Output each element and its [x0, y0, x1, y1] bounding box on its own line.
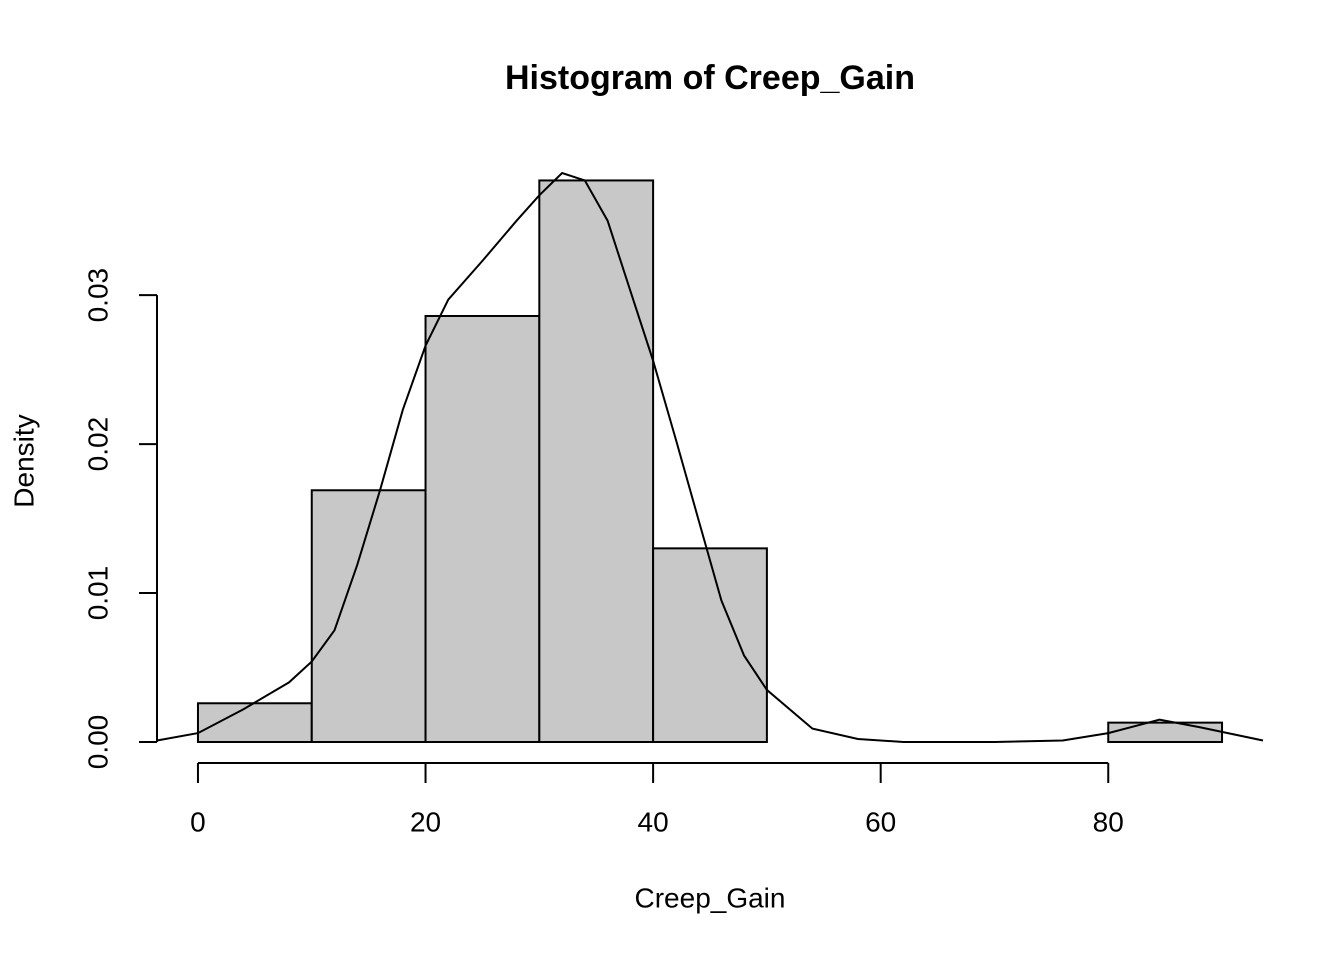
y-tick-label: 0.02: [82, 417, 113, 472]
y-axis-label: Density: [8, 414, 39, 507]
x-tick-label: 80: [1093, 806, 1124, 837]
x-axis-label: Creep_Gain: [635, 882, 786, 913]
chart-title: Histogram of Creep_Gain: [505, 59, 915, 97]
x-tick-label: 60: [865, 806, 896, 837]
bar: [196, 702, 313, 744]
y-tick-label: 0.03: [82, 268, 113, 323]
x-tick-label: 20: [410, 806, 441, 837]
x-tick-label: 0: [190, 806, 206, 837]
x-tick-label: 40: [638, 806, 669, 837]
bar: [652, 547, 768, 744]
bar: [1107, 721, 1224, 743]
y-tick-label: 0.00: [82, 715, 113, 770]
bar: [424, 314, 541, 743]
bar: [538, 179, 655, 744]
density-curve: [156, 171, 1264, 743]
y-tick-label: 0.01: [82, 566, 113, 621]
bar: [310, 489, 427, 743]
